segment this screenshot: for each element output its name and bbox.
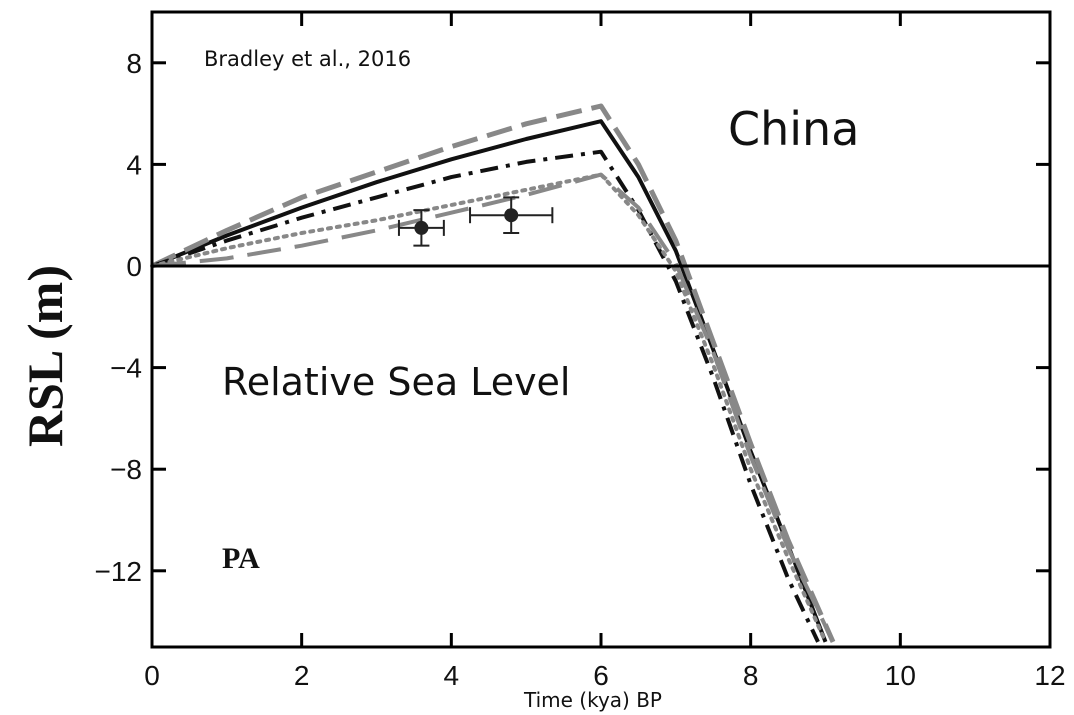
observations-layer [397, 196, 554, 247]
y-tick-label: 8 [126, 48, 142, 79]
citation-annotation: Bradley et al., 2016 [204, 47, 411, 71]
observation-marker [504, 208, 519, 223]
x-tick-label: 2 [294, 660, 310, 691]
panel-label: PA [222, 542, 260, 575]
x-axis-label: Time (kya) BP [523, 688, 662, 712]
observation-point-2 [469, 196, 554, 234]
x-tick-label: 4 [444, 660, 460, 691]
series-line-3-dash-dot [151, 149, 820, 643]
x-tick-label: 12 [1034, 660, 1065, 691]
x-tick-label: 8 [743, 660, 759, 691]
y-tick-label: −4 [110, 353, 142, 384]
y-tick-label: 4 [126, 149, 142, 180]
x-tick-label: 10 [885, 660, 916, 691]
series-line-2-dash [150, 103, 836, 643]
x-tick-label: 0 [144, 660, 160, 691]
series-line-5-long-dash [151, 172, 835, 643]
region-annotation: China [728, 102, 859, 156]
ticks-layer: 0 2 4 6 8 10 12 8 4 0 −4 −8 −12 [95, 12, 1066, 691]
observation-point-1 [397, 209, 445, 247]
series-layer [150, 103, 836, 644]
y-tick-label: −12 [95, 556, 143, 587]
y-axis-label: RSL (m) [17, 265, 73, 447]
y-tick-label: 0 [126, 251, 142, 282]
x-tick-label: 6 [593, 660, 609, 691]
observation-marker [414, 220, 429, 235]
subject-annotation: Relative Sea Level [222, 360, 571, 404]
y-tick-label: −8 [110, 454, 142, 485]
